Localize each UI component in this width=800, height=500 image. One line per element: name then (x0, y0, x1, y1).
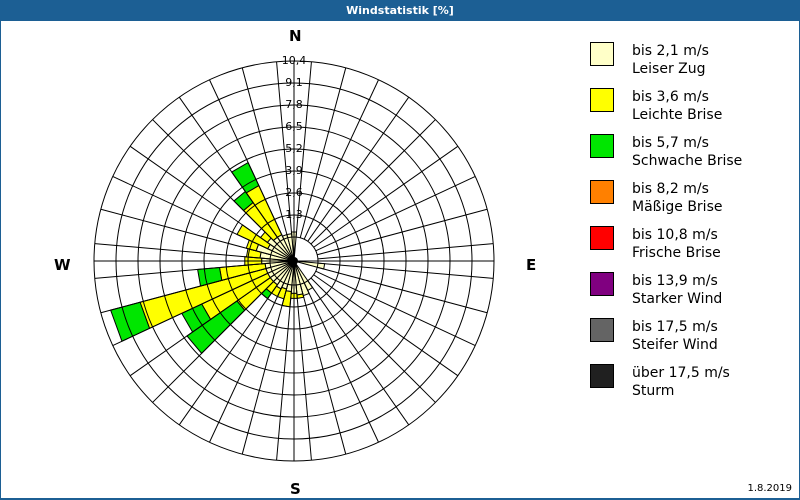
ring-label: 5,2 (285, 142, 303, 155)
legend-range: bis 5,7 m/s (632, 135, 709, 151)
ring-label: 3,9 (285, 164, 303, 177)
legend-range: bis 8,2 m/s (632, 181, 709, 197)
legend-range: bis 13,9 m/s (632, 273, 718, 289)
compass-east-label: E (526, 256, 537, 274)
legend-name: Leichte Brise (632, 107, 723, 123)
legend-swatch-icon (590, 88, 614, 112)
date-label: 1.8.2019 (747, 483, 792, 494)
legend-swatch-icon (590, 272, 614, 296)
ring-label: 2,6 (285, 186, 303, 199)
legend-swatch-icon (590, 134, 614, 158)
ring-label: 7,8 (285, 98, 303, 111)
compass-south-label: S (290, 480, 301, 498)
legend-range: bis 3,6 m/s (632, 89, 709, 105)
chart-title-bar: Windstatistik [%] (0, 0, 800, 21)
legend-name: Sturm (632, 383, 675, 399)
legend-name: Frische Brise (632, 245, 721, 261)
legend-name: Mäßige Brise (632, 199, 723, 215)
ring-label: 10,4 (282, 54, 307, 67)
legend-name: Leiser Zug (632, 61, 706, 77)
petal-segment (286, 233, 295, 262)
legend-name: Steifer Wind (632, 337, 718, 353)
legend-range: über 17,5 m/s (632, 365, 730, 381)
legend-name: Starker Wind (632, 291, 723, 307)
legend-swatch-icon (590, 364, 614, 388)
legend-range: bis 2,1 m/s (632, 43, 709, 59)
compass-north-label: N (289, 27, 302, 45)
wind-rose-ring-labels: 1,3 2,6 3,9 5,2 6,5 7,8 9,1 10,4 (282, 54, 307, 221)
legend-swatch-icon (590, 318, 614, 342)
wind-rose-grid (93, 60, 495, 462)
ring-label: 9,1 (285, 76, 303, 89)
wind-rose-petals (109, 161, 326, 355)
legend-swatch-icon (590, 226, 614, 250)
compass-west-label: W (54, 256, 71, 274)
legend-swatch-icon (590, 180, 614, 204)
ring-label: 6,5 (285, 120, 303, 133)
legend-swatch-icon (590, 42, 614, 66)
ring-label: 1,3 (285, 208, 303, 221)
legend-name: Schwache Brise (632, 153, 743, 169)
legend-range: bis 17,5 m/s (632, 319, 718, 335)
chart-title: Windstatistik [%] (346, 4, 454, 17)
legend-range: bis 10,8 m/s (632, 227, 718, 243)
